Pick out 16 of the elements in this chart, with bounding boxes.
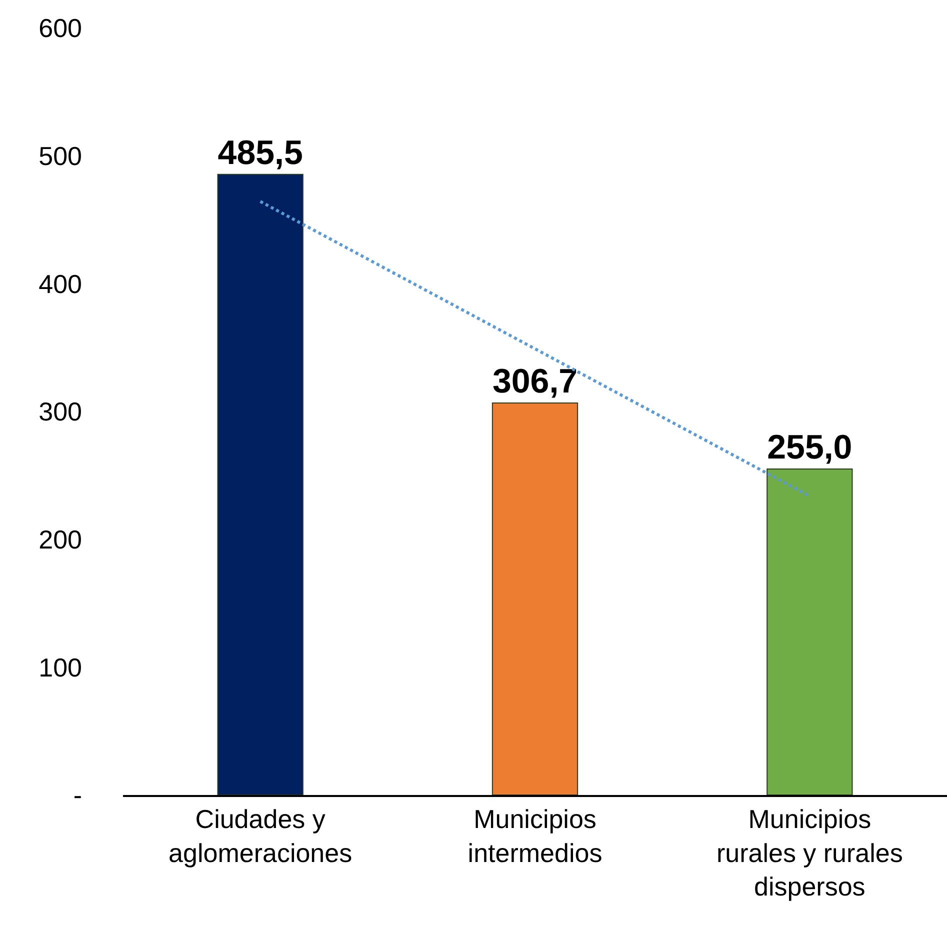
bar — [217, 174, 304, 795]
y-tick-label: 200 — [38, 524, 82, 554]
data-label: 255,0 — [767, 428, 852, 466]
y-tick-label: 600 — [38, 13, 82, 44]
data-label: 306,7 — [492, 362, 578, 400]
data-label: 485,5 — [218, 134, 303, 172]
bar — [492, 402, 578, 795]
y-tick-label: 400 — [38, 268, 82, 299]
x-tick-label: Municipios intermedios — [468, 804, 602, 868]
x-tick-label: Municipios rurales y rurales dispersos — [716, 804, 903, 902]
bar — [766, 468, 853, 795]
y-tick-label: - — [73, 780, 82, 810]
y-tick-label: 500 — [38, 140, 82, 171]
x-tick-label: Ciudades y aglomeraciones — [168, 804, 352, 868]
y-tick-label: 100 — [38, 652, 82, 682]
y-tick-label: 300 — [38, 396, 82, 427]
